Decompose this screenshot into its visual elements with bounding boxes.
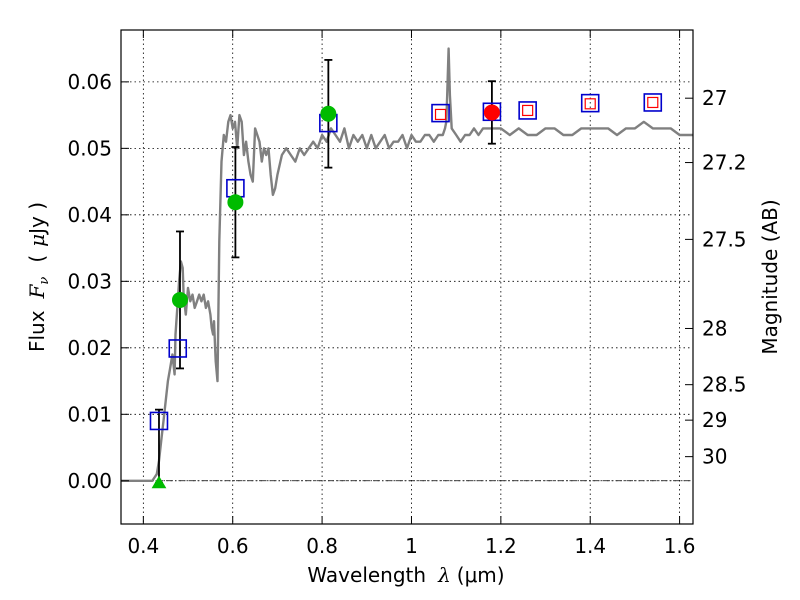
y-tick-label: 0.01 — [67, 402, 112, 426]
y2-tick-label: 28.5 — [702, 373, 747, 397]
y-axis-unit-rest: Jy ) — [25, 202, 49, 236]
x-tick-label: 0.4 — [127, 534, 159, 558]
ir-model-square — [584, 98, 596, 110]
y-tick-label: 0.05 — [67, 136, 112, 160]
ir-model-square — [522, 104, 534, 117]
model-sed-line — [121, 47, 693, 482]
x-tick-label: 1.2 — [485, 534, 517, 558]
plot-frame — [120, 29, 694, 525]
y-axis-title: Flux Fν ( μJy ) — [25, 202, 52, 352]
x-tick-label: 0.8 — [306, 534, 338, 558]
photometry-point — [227, 194, 244, 211]
y2-tick-label: 27.2 — [702, 151, 747, 175]
x-tick-label: 1.6 — [664, 534, 696, 558]
y2-tick-label: 27.5 — [702, 227, 747, 251]
ir-model-square — [434, 108, 447, 121]
model-photometry-square — [518, 101, 537, 120]
y-tick-label: 0.03 — [67, 269, 112, 293]
y-tick-label: 0.00 — [67, 469, 112, 493]
model-photometry-square — [149, 411, 169, 431]
y2-tick-label: 28 — [702, 316, 727, 340]
x-axis-label: Wavelength — [307, 563, 426, 587]
y2-axis-title: Magnitude (AB) — [758, 199, 782, 354]
y-axis-label: Flux — [25, 310, 49, 352]
ir-model-square — [647, 96, 659, 109]
x-axis-unit: (μm) — [457, 563, 505, 587]
x-axis-title: Wavelength λ (μm) — [307, 563, 504, 587]
y-axis-symbol: F — [25, 283, 49, 299]
y-axis-subscript: ν — [37, 277, 52, 285]
x-tick-label: 0.6 — [217, 534, 249, 558]
y2-tick-label: 27 — [702, 86, 727, 110]
photometry-point — [320, 105, 337, 122]
model-photometry-square — [580, 93, 600, 113]
y-tick-label: 0.02 — [67, 336, 112, 360]
y-axis-unit-open: ( — [25, 255, 49, 263]
y2-tick-label: 29 — [702, 408, 727, 432]
model-photometry-square — [168, 339, 188, 358]
data-markers — [149, 59, 663, 489]
y2-tick-label: 30 — [702, 445, 727, 469]
model-photometry-square — [431, 103, 450, 123]
ir-photometry-point — [483, 104, 500, 121]
photometry-point — [171, 291, 188, 308]
dropout-triangle — [151, 475, 167, 489]
y-tick-label: 0.04 — [67, 203, 112, 227]
x-tick-label: 1 — [405, 534, 418, 558]
x-axis-symbol: λ — [437, 563, 451, 587]
axis-ticks: 0.4 0.6 0.8 1 1.2 1.4 1.6 0.00 0.01 0.02 0.03 0.04 0… — [67, 30, 747, 558]
y-axis-unit-mu: μ — [25, 234, 49, 247]
x-tick-label: 1.4 — [574, 534, 606, 558]
y-tick-label: 0.06 — [67, 70, 112, 94]
model-photometry-square — [643, 93, 663, 112]
